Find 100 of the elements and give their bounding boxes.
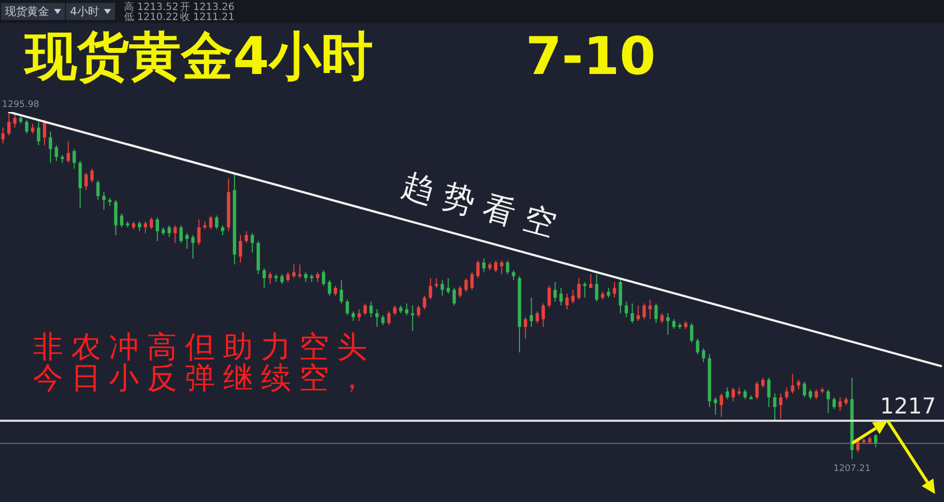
candlestick [571,289,575,304]
candlestick [470,272,474,290]
candlestick [618,280,622,314]
candlestick [244,230,248,244]
candlestick [785,387,788,400]
candlestick [387,310,391,326]
candlestick [191,234,195,260]
candlestick [672,318,676,330]
candlestick [452,287,456,306]
dropdown: 现货黄金 [1,3,65,20]
candlestick [209,215,212,230]
candlestick [648,299,652,320]
candlestick [559,287,563,306]
text: 趋势看空 [398,166,570,246]
candlestick [506,260,510,275]
candlestick [286,272,290,282]
candlestick [262,268,266,288]
candlestick [636,304,640,322]
candlestick [292,264,296,279]
text: 低 1210.22 [124,12,179,23]
candlestick [369,301,373,318]
candlestick [565,293,569,310]
candlestick [220,224,224,236]
candlestick [726,387,729,400]
annotation: 非农冲高但助力空头 [33,331,375,364]
candlestick [482,258,486,273]
candlestick [548,285,551,308]
candlestick [250,232,254,254]
candlestick [13,113,17,128]
candlestick [838,396,842,412]
candlestick [280,274,284,284]
candlestick [595,274,598,302]
candlestick [358,308,361,322]
candlestick [761,377,765,388]
candlestick [779,392,782,420]
candlestick [874,434,878,448]
candlestick [352,310,355,322]
candlestick [185,232,189,250]
candlestick [755,381,759,400]
candlestick [524,316,528,340]
candlestick [54,144,58,162]
candlestick [422,295,426,310]
text: 收 1211.21 [180,12,235,23]
annotation: 1207.21 [833,464,871,474]
candlestick [553,282,557,302]
dropdown: 4小时 [66,3,115,20]
candlestick [589,274,592,288]
candlestick [790,373,794,394]
candlestick [66,140,70,164]
candlestick [530,297,534,328]
candlestick [346,299,349,316]
candlestick [583,282,586,298]
candlestick [464,278,468,292]
candlestick [542,302,545,328]
candlestick [832,396,836,410]
candlestick [446,278,450,294]
candlestick [268,272,272,284]
text: 高 1213.52 [124,2,179,13]
candlestick [138,220,142,232]
candlestick [1,127,5,144]
candlestick [500,260,504,275]
candlestick [168,224,171,238]
candlestick [577,278,581,300]
candlestick [808,388,812,400]
candlestick [72,148,76,170]
text: 开 1213.26 [180,2,235,13]
candlestick [322,270,326,286]
candlestick [826,388,830,414]
candlestick [90,168,94,183]
candlestick [440,280,444,296]
candlestick [102,192,106,210]
candlestick [36,121,40,146]
candlestick [814,388,818,400]
candlestick [304,272,308,282]
candlestick [30,123,34,134]
candlestick [7,112,11,136]
candlestick [624,301,628,318]
candlestick [173,224,177,244]
candlestick [434,278,438,288]
candlestick [536,310,539,324]
candlestick [690,322,694,344]
candlestick [150,217,154,230]
candlestick [630,302,634,324]
chart-title: 现货黄金4小时 7-10 [25,26,656,88]
candlestick [84,172,88,191]
candlestick [666,312,670,336]
ref-line-label: 1217 [880,394,936,420]
candlestick [120,213,124,228]
candlestick [340,280,344,304]
candlestick [215,215,218,230]
candlestick [458,285,462,298]
candlestick [660,312,664,324]
candlestick [114,199,118,236]
candlestick [743,388,747,400]
candlestick [773,392,776,422]
candlestick [298,264,302,279]
annotation: 1295.98 [2,100,40,110]
candlestick [494,260,498,273]
candlestick [714,396,718,416]
candlestick [720,392,724,418]
